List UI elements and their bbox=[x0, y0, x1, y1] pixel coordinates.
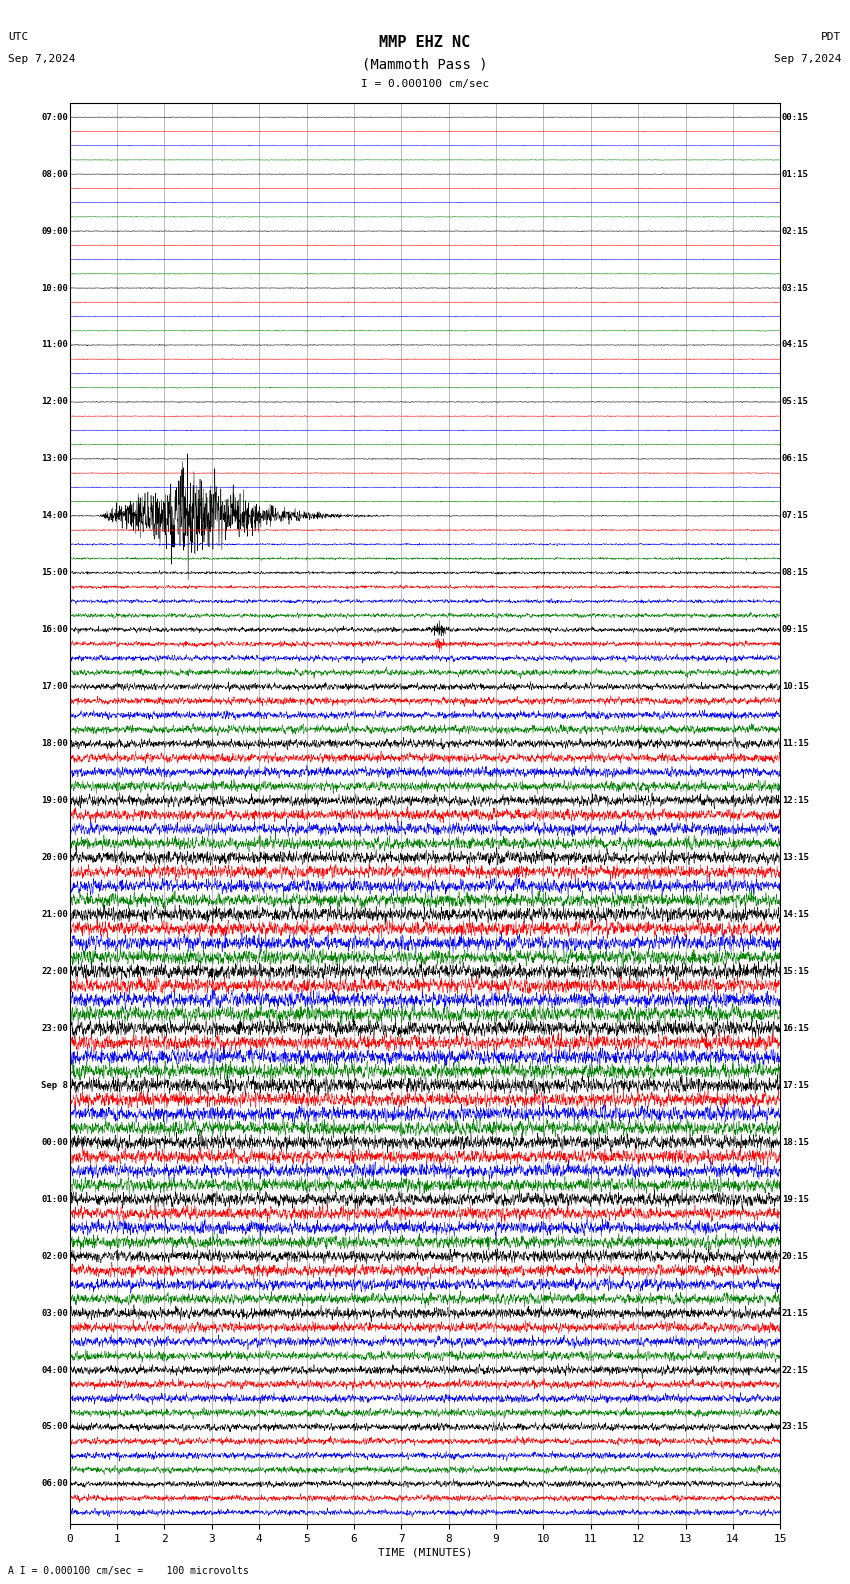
Text: 19:15: 19:15 bbox=[782, 1194, 808, 1204]
Text: 12:00: 12:00 bbox=[42, 398, 68, 407]
Text: 23:00: 23:00 bbox=[42, 1023, 68, 1033]
Text: MMP EHZ NC: MMP EHZ NC bbox=[379, 35, 471, 49]
Text: Sep 7,2024: Sep 7,2024 bbox=[774, 54, 842, 63]
Text: 16:15: 16:15 bbox=[782, 1023, 808, 1033]
Text: 02:15: 02:15 bbox=[782, 227, 808, 236]
Text: 15:00: 15:00 bbox=[42, 569, 68, 577]
Text: 23:15: 23:15 bbox=[782, 1422, 808, 1432]
Text: 16:00: 16:00 bbox=[42, 626, 68, 634]
Text: 04:00: 04:00 bbox=[42, 1365, 68, 1375]
Text: 04:15: 04:15 bbox=[782, 341, 808, 350]
Text: 01:00: 01:00 bbox=[42, 1194, 68, 1204]
Text: 22:15: 22:15 bbox=[782, 1365, 808, 1375]
Text: 17:00: 17:00 bbox=[42, 683, 68, 691]
Text: 11:00: 11:00 bbox=[42, 341, 68, 350]
Text: 07:15: 07:15 bbox=[782, 512, 808, 520]
Text: 21:15: 21:15 bbox=[782, 1308, 808, 1318]
Text: 20:00: 20:00 bbox=[42, 854, 68, 862]
Text: 01:15: 01:15 bbox=[782, 169, 808, 179]
Text: 10:15: 10:15 bbox=[782, 683, 808, 691]
Text: 06:15: 06:15 bbox=[782, 455, 808, 464]
Text: 17:15: 17:15 bbox=[782, 1080, 808, 1090]
Text: 20:15: 20:15 bbox=[782, 1251, 808, 1261]
Text: 13:00: 13:00 bbox=[42, 455, 68, 464]
Text: 14:15: 14:15 bbox=[782, 909, 808, 919]
Text: 07:00: 07:00 bbox=[42, 112, 68, 122]
Text: 05:15: 05:15 bbox=[782, 398, 808, 407]
Text: Sep 7,2024: Sep 7,2024 bbox=[8, 54, 76, 63]
Text: 12:15: 12:15 bbox=[782, 797, 808, 805]
Text: 08:00: 08:00 bbox=[42, 169, 68, 179]
Text: (Mammoth Pass ): (Mammoth Pass ) bbox=[362, 57, 488, 71]
X-axis label: TIME (MINUTES): TIME (MINUTES) bbox=[377, 1548, 473, 1557]
Text: PDT: PDT bbox=[821, 32, 842, 41]
Text: Sep 8: Sep 8 bbox=[42, 1080, 68, 1090]
Text: 13:15: 13:15 bbox=[782, 854, 808, 862]
Text: 08:15: 08:15 bbox=[782, 569, 808, 577]
Text: 15:15: 15:15 bbox=[782, 966, 808, 976]
Text: UTC: UTC bbox=[8, 32, 29, 41]
Text: 05:00: 05:00 bbox=[42, 1422, 68, 1432]
Text: 02:00: 02:00 bbox=[42, 1251, 68, 1261]
Text: 09:00: 09:00 bbox=[42, 227, 68, 236]
Text: 18:15: 18:15 bbox=[782, 1137, 808, 1147]
Text: 00:15: 00:15 bbox=[782, 112, 808, 122]
Text: 00:00: 00:00 bbox=[42, 1137, 68, 1147]
Text: 06:00: 06:00 bbox=[42, 1479, 68, 1489]
Text: 10:00: 10:00 bbox=[42, 284, 68, 293]
Text: 14:00: 14:00 bbox=[42, 512, 68, 520]
Text: 09:15: 09:15 bbox=[782, 626, 808, 634]
Text: 21:00: 21:00 bbox=[42, 909, 68, 919]
Text: 03:00: 03:00 bbox=[42, 1308, 68, 1318]
Text: I = 0.000100 cm/sec: I = 0.000100 cm/sec bbox=[361, 79, 489, 89]
Text: 22:00: 22:00 bbox=[42, 966, 68, 976]
Text: 11:15: 11:15 bbox=[782, 740, 808, 748]
Text: 19:00: 19:00 bbox=[42, 797, 68, 805]
Text: 18:00: 18:00 bbox=[42, 740, 68, 748]
Text: A I = 0.000100 cm/sec =    100 microvolts: A I = 0.000100 cm/sec = 100 microvolts bbox=[8, 1567, 249, 1576]
Text: 03:15: 03:15 bbox=[782, 284, 808, 293]
